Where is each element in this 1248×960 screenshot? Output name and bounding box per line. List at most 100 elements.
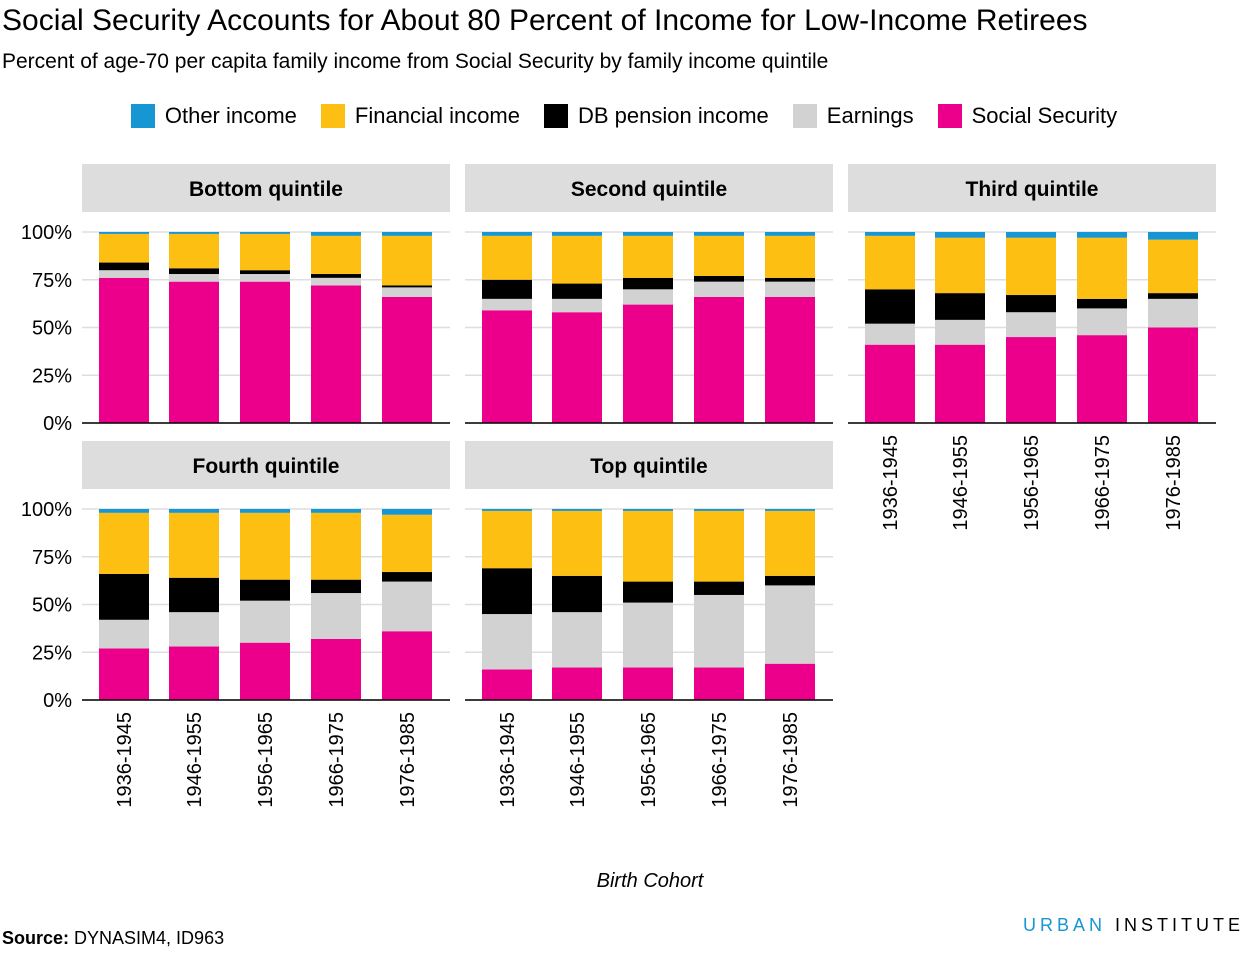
y-tick-label: 100% [21, 222, 72, 244]
panel-1-strip [82, 164, 450, 212]
panel-4-bar-earnings-1 [99, 619, 149, 649]
panel-3-bar-financial-3 [1006, 237, 1056, 296]
panel-3-bar-other-3 [1006, 232, 1056, 238]
panel-4-bar-db-4 [311, 579, 361, 594]
panel-1-bar-db-5 [382, 285, 432, 288]
panel-2-bar-ss-5 [765, 296, 815, 423]
panel-2-bar-other-5 [765, 232, 815, 236]
panel-2-bar-db-2 [552, 283, 602, 299]
panel-4-bar-ss-2 [169, 646, 219, 700]
panel-4-bar-other-5 [382, 509, 432, 515]
chart-title: Social Security Accounts for About 80 Pe… [2, 4, 1088, 37]
panel-3-bar-other-1 [865, 232, 915, 236]
panel-2-bar-earnings-3 [623, 289, 673, 305]
legend-item-db: DB pension income [544, 103, 769, 129]
legend-item-earnings: Earnings [792, 103, 914, 129]
legend-item-financial: Financial income [320, 103, 520, 129]
panel-2-bar-financial-4 [694, 235, 744, 276]
x-tick-label: 1946-1955 [184, 712, 206, 808]
source-label: Source: [2, 928, 70, 948]
panel-5-strip [465, 441, 833, 489]
logo-urban: URBAN [1022, 915, 1106, 935]
panel-2-bar-earnings-5 [765, 281, 815, 297]
panel-2-bar-earnings-4 [694, 281, 744, 297]
panel-4-bar-ss-3 [240, 642, 290, 700]
legend-label-earnings: Earnings [826, 103, 914, 128]
panel-1-bar-other-2 [169, 232, 219, 234]
y-tick-label: 25% [32, 365, 72, 387]
panel-2-bar-financial-5 [765, 235, 815, 278]
logo-institute: INSTITUTE [1115, 915, 1244, 935]
panel-3-bar-ss-4 [1077, 335, 1127, 423]
x-tick-label: 1936-1945 [497, 712, 519, 808]
panel-5-bar-earnings-5 [765, 585, 815, 664]
panel-1-bar-financial-3 [240, 233, 290, 271]
panel-2-bar-ss-2 [552, 312, 602, 423]
panel-3-bar-db-5 [1148, 293, 1198, 299]
legend-swatch-ss [937, 104, 962, 128]
panel-3-bar-financial-4 [1077, 237, 1127, 299]
panel-3-bar-db-3 [1006, 295, 1056, 313]
panel-5-bar-other-4 [694, 509, 744, 511]
panel-4-bar-ss-1 [99, 648, 149, 700]
panel-5-bar-earnings-2 [552, 612, 602, 668]
panel-4-bar-other-3 [240, 509, 290, 513]
panel-4-bar-earnings-2 [169, 612, 219, 647]
panel-4-bar-db-2 [169, 577, 219, 613]
panel-1-bar-financial-4 [311, 235, 361, 275]
panel-1-bar-other-5 [382, 232, 432, 236]
y-tick-label: 75% [32, 270, 72, 292]
panel-2-title: Second quintile [571, 178, 727, 201]
panel-1-bar-ss-3 [240, 281, 290, 423]
panel-4-bar-earnings-3 [240, 600, 290, 643]
panel-5-bar-earnings-3 [623, 602, 673, 668]
panel-1-bar-earnings-5 [382, 287, 432, 297]
panel-1-bar-other-4 [311, 232, 361, 236]
panel-2-bar-other-3 [623, 232, 673, 236]
panel-2-bar-ss-4 [694, 296, 744, 423]
panel-4-bar-earnings-4 [311, 593, 361, 639]
panel-5-bar-ss-3 [623, 667, 673, 700]
panel-1-bar-ss-4 [311, 285, 361, 423]
panel-1-bar-earnings-2 [169, 274, 219, 282]
panel-5-bar-db-2 [552, 575, 602, 613]
panel-1-bar-other-3 [240, 232, 290, 234]
panel-4-bar-financial-3 [240, 512, 290, 580]
legend-label-db: DB pension income [578, 103, 769, 128]
source-text: DYNASIM4, ID963 [69, 928, 225, 948]
panel-5-bar-other-1 [482, 509, 532, 511]
x-tick-label: 1966-1975 [326, 712, 348, 808]
panel-3-bar-financial-5 [1148, 239, 1198, 294]
x-tick-label: 1956-1965 [638, 712, 660, 808]
y-tick-label: 75% [32, 547, 72, 569]
legend-item-other: Other income [130, 103, 297, 129]
panel-3-bar-db-4 [1077, 298, 1127, 309]
x-tick-label: 1956-1965 [1021, 435, 1043, 531]
legend-swatch-other [130, 104, 155, 128]
panel-1-bar-other-1 [99, 232, 149, 234]
panel-5-bar-ss-2 [552, 667, 602, 700]
panel-4-title: Fourth quintile [193, 455, 340, 478]
panel-3-bar-earnings-1 [865, 323, 915, 345]
panel-3-bar-earnings-4 [1077, 308, 1127, 336]
panel-3-bar-other-4 [1077, 232, 1127, 238]
panel-1-bar-financial-5 [382, 235, 432, 286]
y-tick-label: 50% [32, 318, 72, 340]
panel-5-bar-financial-1 [482, 510, 532, 569]
panel-1-bar-earnings-3 [240, 274, 290, 282]
legend-item-ss: Social Security [937, 103, 1117, 129]
panel-2-bar-financial-1 [482, 235, 532, 280]
x-tick-label: 1936-1945 [880, 435, 902, 531]
panel-2-bar-db-5 [765, 277, 815, 282]
panel-1-bar-financial-1 [99, 233, 149, 263]
y-tick-label: 0% [43, 413, 72, 435]
panel-1-bar-db-4 [311, 274, 361, 278]
legend-label-financial: Financial income [354, 103, 520, 128]
panel-4-bar-db-1 [99, 573, 149, 620]
panel-3-bar-ss-3 [1006, 337, 1056, 423]
panel-5-bar-other-2 [552, 509, 602, 511]
panel-3-bar-other-5 [1148, 232, 1198, 240]
panel-2-bar-ss-3 [623, 304, 673, 423]
panel-1-bar-financial-2 [169, 233, 219, 269]
